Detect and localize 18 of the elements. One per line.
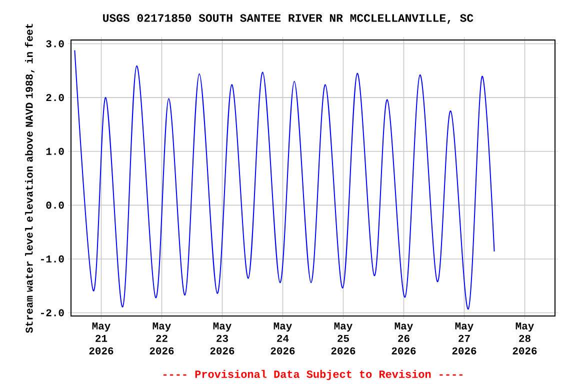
- y-tick-label: 2.0: [46, 94, 64, 102]
- y-tick-label: 3.0: [46, 40, 64, 48]
- y-tick-label: 1.0: [46, 148, 64, 155]
- x-tick-label: May 28 2026: [512, 322, 537, 354]
- x-tick-label: May 27 2026: [452, 322, 476, 354]
- x-tick-label: May 25 2026: [331, 322, 356, 354]
- line-series: [74, 50, 495, 310]
- x-tick-label: May 24 2026: [270, 322, 295, 354]
- y-tick-label: 0.0: [46, 202, 64, 209]
- x-tick-label: May 26 2026: [392, 322, 416, 354]
- chart-title: USGS 02171850 SOUTH SANTEE RIVER NR MCCLELLANVILLE, SC: [103, 14, 474, 24]
- x-tick-label: May 23 2026: [210, 322, 234, 354]
- y-axis-title: Stream water level elevation above NAVD 1988, in feet: [24, 24, 35, 334]
- y-tick-label: -1.0: [41, 255, 64, 263]
- text: ---- Provisional Data Subject to Revision ----: [163, 370, 462, 380]
- x-tick-label: May 21 2026: [89, 322, 114, 354]
- x-tick-label: May 22 2026: [150, 322, 174, 354]
- y-tick-label: -2.0: [41, 309, 64, 316]
